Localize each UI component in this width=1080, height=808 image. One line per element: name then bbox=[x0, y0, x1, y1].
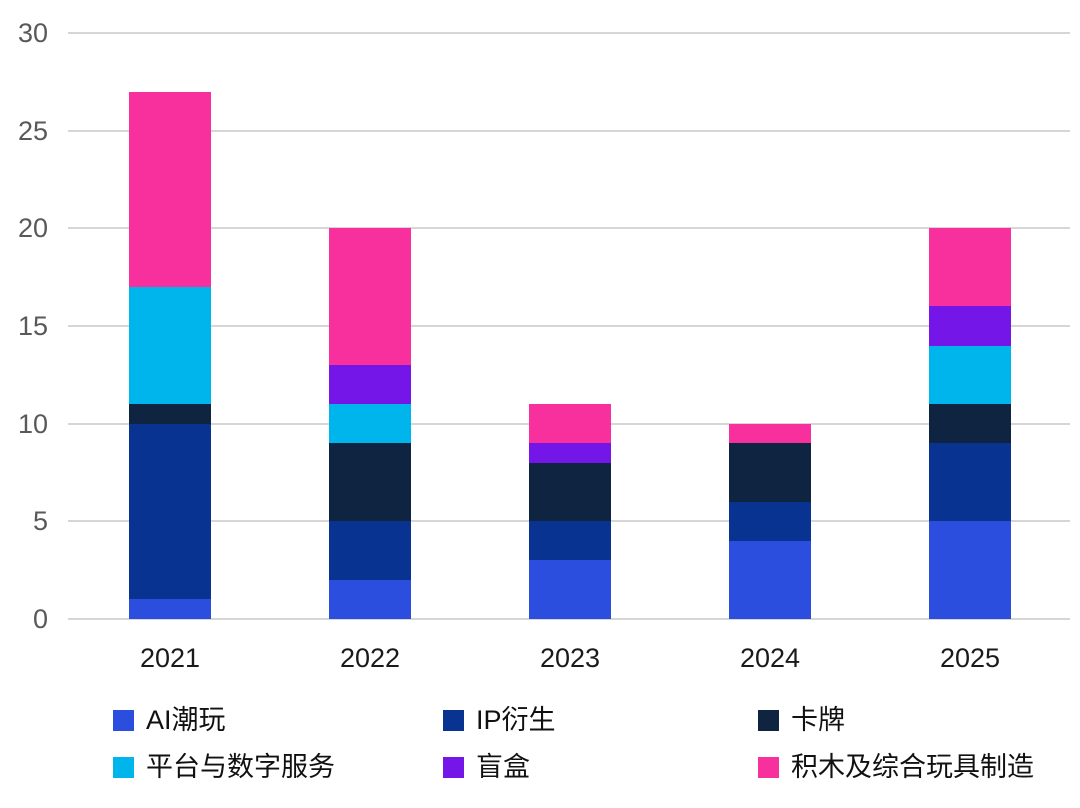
y-axis-tick-label: 0 bbox=[32, 604, 48, 634]
legend-label: 平台与数字服务 bbox=[146, 752, 335, 782]
gridline-y-25 bbox=[68, 129, 1070, 132]
gridline-y-0 bbox=[68, 618, 1070, 620]
bar-segment-2025-series-1 bbox=[929, 443, 1011, 522]
legend-label: 盲盒 bbox=[476, 752, 530, 782]
gridline-y-15 bbox=[68, 325, 1070, 327]
legend-item-0: AI潮玩 bbox=[113, 706, 226, 734]
y-axis-tick-label: 15 bbox=[17, 311, 48, 341]
legend-label: 积木及综合玩具制造 bbox=[791, 752, 1034, 782]
bar-segment-2021-series-2 bbox=[129, 404, 211, 424]
legend-swatch-icon bbox=[113, 756, 134, 778]
bar-segment-2024-series-1 bbox=[729, 501, 811, 541]
gridline-y-30 bbox=[68, 32, 1070, 34]
x-axis-tick-label: 2023 bbox=[539, 643, 601, 673]
bar-segment-2023-series-2 bbox=[529, 462, 611, 522]
legend-swatch-icon bbox=[443, 756, 464, 778]
bar-segment-2024-series-2 bbox=[729, 443, 811, 502]
bar-segment-2023-series-0 bbox=[529, 560, 611, 619]
bar-segment-2022-series-5 bbox=[329, 228, 411, 366]
legend-swatch-icon bbox=[758, 756, 779, 778]
gridline-y-20 bbox=[68, 227, 1070, 230]
y-axis-tick-label: 20 bbox=[17, 213, 48, 244]
bar-segment-2025-series-3 bbox=[929, 345, 1011, 405]
y-axis-tick-label: 10 bbox=[17, 408, 48, 439]
bar-segment-2024-series-5 bbox=[729, 423, 811, 444]
legend-label: IP衍生 bbox=[476, 705, 556, 735]
legend-item-1: IP衍生 bbox=[443, 706, 556, 734]
bar-segment-2023-series-1 bbox=[529, 521, 611, 561]
bar-segment-2025-series-4 bbox=[929, 306, 1011, 346]
legend-item-3: 平台与数字服务 bbox=[113, 753, 335, 781]
bar-segment-2022-series-4 bbox=[329, 365, 411, 405]
bar-segment-2021-series-3 bbox=[129, 286, 211, 405]
x-axis-tick-label: 2024 bbox=[739, 643, 801, 673]
y-axis-tick-label: 25 bbox=[17, 115, 48, 146]
bar-segment-2024-series-0 bbox=[729, 540, 811, 619]
bar-segment-2023-series-4 bbox=[529, 443, 611, 463]
y-axis-tick-label: 30 bbox=[17, 18, 48, 48]
bar-segment-2022-series-1 bbox=[329, 521, 411, 580]
y-axis-tick-label: 5 bbox=[32, 506, 48, 537]
bar-segment-2022-series-2 bbox=[329, 443, 411, 522]
legend-swatch-icon bbox=[758, 709, 779, 731]
bar-segment-2025-series-2 bbox=[929, 404, 1011, 444]
bar-segment-2023-series-5 bbox=[529, 404, 611, 444]
legend-item-5: 积木及综合玩具制造 bbox=[758, 753, 1034, 781]
bar-segment-2021-series-0 bbox=[129, 599, 211, 619]
bar-segment-2021-series-5 bbox=[129, 91, 211, 287]
legend-item-2: 卡牌 bbox=[758, 706, 845, 734]
bar-segment-2021-series-1 bbox=[129, 423, 211, 600]
legend-item-4: 盲盒 bbox=[443, 753, 530, 781]
x-axis-tick-label: 2025 bbox=[939, 643, 1001, 673]
x-axis-tick-label: 2022 bbox=[339, 643, 401, 673]
legend-swatch-icon bbox=[443, 709, 464, 731]
bar-segment-2025-series-5 bbox=[929, 228, 1011, 307]
legend-label: AI潮玩 bbox=[146, 705, 226, 735]
legend-swatch-icon bbox=[113, 709, 134, 731]
bar-segment-2025-series-0 bbox=[929, 521, 1011, 619]
x-axis-tick-label: 2021 bbox=[139, 643, 201, 673]
bar-segment-2022-series-0 bbox=[329, 579, 411, 619]
legend-label: 卡牌 bbox=[791, 705, 845, 735]
bar-segment-2022-series-3 bbox=[329, 404, 411, 444]
